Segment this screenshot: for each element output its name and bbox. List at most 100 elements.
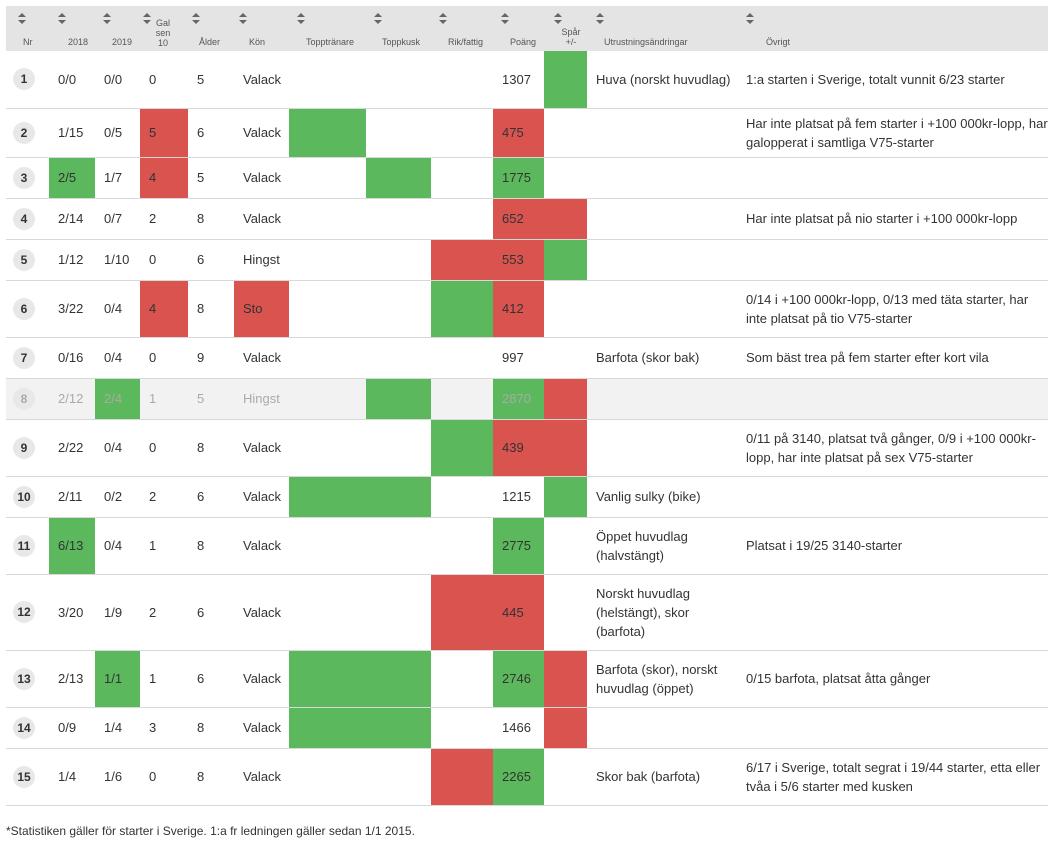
sort-icon[interactable] bbox=[501, 13, 511, 25]
col-header-gal[interactable]: Gal sen 10 bbox=[140, 6, 188, 51]
col-header-poang[interactable]: Poäng bbox=[493, 6, 544, 51]
table-row[interactable]: 3 2/5 1/7 4 5 Valack 1775 bbox=[6, 156, 1048, 198]
cell-kon: Hingst bbox=[234, 377, 289, 419]
sort-icon[interactable] bbox=[596, 13, 606, 25]
col-header-ovrigt[interactable]: Övrigt bbox=[737, 6, 1048, 51]
cell-poang: 412 bbox=[493, 279, 544, 337]
sort-icon[interactable] bbox=[239, 13, 249, 25]
sort-icon[interactable] bbox=[439, 13, 449, 25]
cell-utrustning: Skor bak (barfota) bbox=[587, 747, 737, 806]
col-label-rikfattig: Rik/fattig bbox=[448, 37, 484, 47]
col-header-nr[interactable]: Nr bbox=[6, 6, 49, 51]
cell-gal: 2 bbox=[140, 475, 188, 517]
cell-nr: 10 bbox=[6, 475, 49, 517]
sort-icon[interactable] bbox=[746, 13, 756, 25]
col-header-rikfattig[interactable]: Rik/fattig bbox=[431, 6, 493, 51]
cell-topptranare bbox=[289, 156, 366, 198]
table-row[interactable]: 14 0/9 1/4 3 8 Valack 1466 bbox=[6, 706, 1048, 748]
table-row[interactable]: 9 2/22 0/4 0 8 Valack 439 0/11 på 3140, platsat… bbox=[6, 418, 1048, 476]
col-header-kon[interactable]: Kön bbox=[234, 6, 289, 51]
cell-toppkusk bbox=[366, 418, 431, 476]
table-row[interactable]: 13 2/13 1/1 1 6 Valack 2746 Barfota (skor), nor… bbox=[6, 649, 1048, 707]
cell-poang: 1215 bbox=[493, 475, 544, 517]
cell-poang: 1466 bbox=[493, 706, 544, 748]
cell-kon: Valack bbox=[234, 197, 289, 239]
sort-icon[interactable] bbox=[374, 13, 384, 25]
cell-nr: 2 bbox=[6, 107, 49, 157]
cell-gal: 0 bbox=[140, 747, 188, 806]
cell-alder: 8 bbox=[188, 747, 234, 806]
cell-nr: 14 bbox=[6, 706, 49, 748]
row-number-badge: 2 bbox=[13, 121, 35, 144]
cell-toppkusk bbox=[366, 475, 431, 517]
table-row[interactable]: 12 3/20 1/9 2 6 Valack 445 Norskt huvudlag (hel… bbox=[6, 573, 1048, 650]
sort-icon[interactable] bbox=[554, 13, 564, 25]
col-label-toppkusk: Toppkusk bbox=[382, 37, 421, 47]
cell-poang: 553 bbox=[493, 238, 544, 280]
cell-alder: 8 bbox=[188, 516, 234, 574]
table-row[interactable]: 5 1/12 1/10 0 6 Hingst 553 bbox=[6, 238, 1048, 280]
cell-utrustning bbox=[587, 279, 737, 337]
cell-alder: 8 bbox=[188, 279, 234, 337]
table-row[interactable]: 2 1/15 0/5 5 6 Valack 475 Har inte platsat på f… bbox=[6, 107, 1048, 157]
cell-poang: 652 bbox=[493, 197, 544, 239]
cell-spar bbox=[544, 573, 587, 650]
table-row[interactable]: 4 2/14 0/7 2 8 Valack 652 Har inte platsat på n… bbox=[6, 197, 1048, 239]
cell-ovrigt bbox=[737, 238, 1048, 280]
cell-2018: 2/22 bbox=[49, 418, 95, 476]
col-label-utrustning: Utrustningsändringar bbox=[604, 37, 688, 47]
cell-kon: Valack bbox=[234, 747, 289, 806]
row-number-badge: 3 bbox=[13, 166, 35, 189]
row-number-badge: 15 bbox=[13, 765, 35, 788]
cell-ovrigt: Som bäst trea på fem starter efter kort … bbox=[737, 336, 1048, 378]
cell-toppkusk bbox=[366, 51, 431, 108]
table-row[interactable]: 1 0/0 0/0 0 5 Valack 1307 Huva (norskt huvudlag… bbox=[6, 51, 1048, 108]
cell-alder: 5 bbox=[188, 377, 234, 419]
col-label-2019: 2019 bbox=[112, 37, 133, 47]
cell-nr: 9 bbox=[6, 418, 49, 476]
col-label-spar: Spår +/- bbox=[561, 27, 581, 47]
cell-spar bbox=[544, 706, 587, 748]
cell-ovrigt: 1:a starten i Sverige, totalt vunnit 6/2… bbox=[746, 71, 1005, 87]
cell-nr: 8 bbox=[6, 377, 49, 419]
cell-nr: 12 bbox=[6, 573, 49, 650]
table-row[interactable]: 15 1/4 1/6 0 8 Valack 2265 Skor bak (barfota) 6/… bbox=[6, 747, 1048, 806]
table-row[interactable]: 11 6/13 0/4 1 8 Valack 2775 Öppet huvudlag (hal… bbox=[6, 516, 1048, 574]
sort-icon[interactable] bbox=[58, 13, 68, 25]
col-header-spar[interactable]: Spår +/- bbox=[544, 6, 587, 51]
sort-icon[interactable] bbox=[143, 13, 153, 25]
col-header-alder[interactable]: Ålder bbox=[188, 6, 234, 51]
sort-icon[interactable] bbox=[297, 13, 307, 25]
sort-icon[interactable] bbox=[18, 13, 28, 25]
col-label-poang: Poäng bbox=[510, 37, 537, 47]
table-row[interactable]: 8 2/12 2/4 1 5 Hingst 2870 bbox=[6, 377, 1048, 419]
sort-icon[interactable] bbox=[103, 13, 113, 25]
col-label-alder: Ålder bbox=[199, 37, 221, 47]
horse-stats-table: Nr 2018 2019 Gal sen 10 bbox=[6, 6, 1048, 806]
col-header-2018[interactable]: 2018 bbox=[49, 6, 95, 51]
row-number-badge: 11 bbox=[13, 534, 35, 557]
cell-2018: 2/11 bbox=[49, 475, 95, 517]
col-header-2019[interactable]: 2019 bbox=[95, 6, 140, 51]
col-header-utrustning[interactable]: Utrustningsändringar bbox=[587, 6, 737, 51]
cell-rikfattig bbox=[431, 573, 493, 650]
cell-topptranare bbox=[289, 238, 366, 280]
row-number-badge: 5 bbox=[13, 248, 35, 271]
table-row[interactable]: 6 3/22 0/4 4 8 Sto 412 0/14 i +100 000kr-lopp, … bbox=[6, 279, 1048, 337]
table-row[interactable]: 7 0/16 0/4 0 9 Valack 997 Barfota (skor bak) Som… bbox=[6, 336, 1048, 378]
cell-gal: 5 bbox=[140, 107, 188, 157]
cell-2018: 1/4 bbox=[49, 747, 95, 806]
cell-utrustning: Vanlig sulky (bike) bbox=[587, 475, 737, 517]
col-header-toppkusk[interactable]: Toppkusk bbox=[366, 6, 431, 51]
table-row[interactable]: 10 2/11 0/2 2 6 Valack 1215 Vanlig sulky (bike) bbox=[6, 475, 1048, 517]
cell-alder: 9 bbox=[188, 336, 234, 378]
cell-topptranare bbox=[289, 573, 366, 650]
cell-alder: 6 bbox=[188, 649, 234, 707]
cell-topptranare bbox=[289, 418, 366, 476]
col-header-topptranare[interactable]: Topptränare bbox=[289, 6, 366, 51]
sort-icon[interactable] bbox=[192, 13, 202, 25]
cell-toppkusk bbox=[366, 516, 431, 574]
cell-rikfattig bbox=[431, 336, 493, 378]
cell-poang: 2265 bbox=[493, 747, 544, 806]
cell-topptranare bbox=[289, 336, 366, 378]
